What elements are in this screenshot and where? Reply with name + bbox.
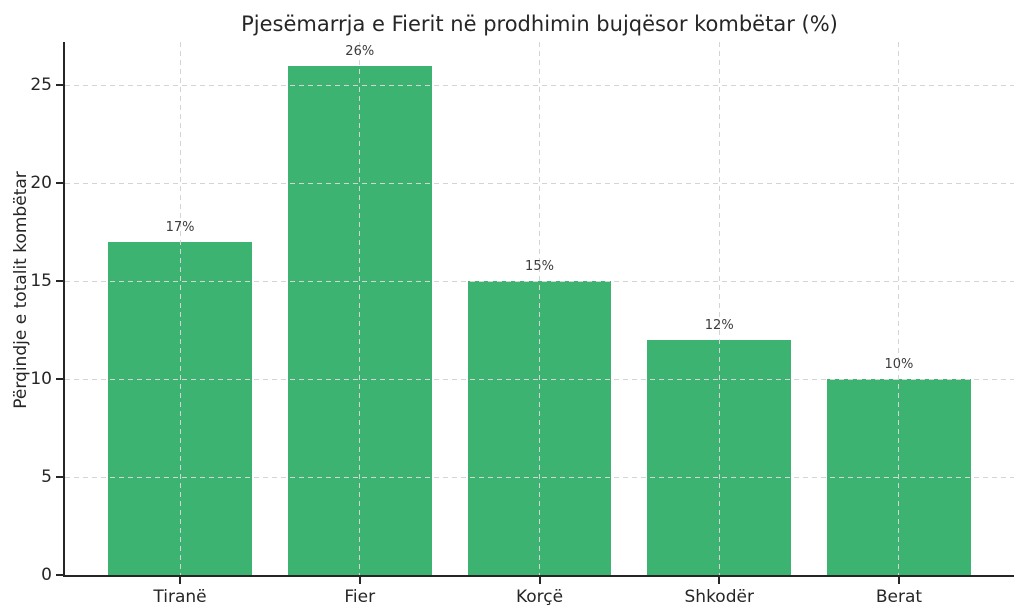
x-tick-label: Berat — [875, 587, 923, 607]
bar-value-label: 12% — [704, 317, 734, 333]
y-tick-mark — [56, 280, 63, 283]
horizontal-gridline — [65, 280, 1014, 282]
x-tick-label: Shkodër — [684, 587, 754, 607]
bar-value-label: 17% — [165, 219, 195, 235]
y-tick-mark — [56, 182, 63, 185]
x-tick-label: Tiranë — [153, 587, 207, 607]
y-tick-label: 0 — [41, 565, 52, 585]
bar-value-label: 26% — [345, 43, 375, 59]
vertical-gridline — [179, 42, 181, 575]
x-tick-mark — [358, 577, 361, 584]
x-tick-mark — [538, 577, 541, 584]
y-tick-label: 10 — [30, 369, 52, 390]
chart-title: Pjesëmarrja e Fierit në prodhimin bujqës… — [241, 12, 838, 36]
y-tick-label: 25 — [30, 75, 52, 96]
vertical-gridline — [718, 42, 720, 575]
plot-area: 17% Tiranë 26% Fier 15% Korçë 12% Shkodër 10% Ber… — [30, 42, 1014, 607]
x-tick-label: Fier — [344, 587, 376, 607]
horizontal-gridline — [65, 182, 1014, 184]
x-tick-mark — [179, 577, 182, 584]
horizontal-gridline — [65, 84, 1014, 86]
y-tick-mark — [56, 378, 63, 381]
vertical-gridline — [539, 42, 540, 575]
y-tick-label: 20 — [30, 173, 52, 194]
vertical-gridline — [359, 42, 361, 575]
y-axis-label: Përqindje e totalit kombëtar — [11, 171, 31, 409]
y-tick-mark — [56, 476, 63, 479]
x-tick-label: Korçë — [515, 587, 564, 607]
y-tick-label: 15 — [30, 271, 52, 292]
horizontal-gridline — [65, 476, 1014, 478]
horizontal-gridline — [65, 378, 1014, 380]
x-tick-mark — [718, 577, 721, 584]
bar-value-label: 10% — [884, 357, 914, 373]
bar-value-label: 15% — [525, 259, 554, 275]
y-tick-mark — [56, 84, 63, 87]
x-axis-spine — [63, 575, 1014, 577]
vertical-gridline — [898, 42, 900, 575]
y-tick-label: 5 — [41, 467, 52, 488]
y-tick-mark — [56, 574, 63, 576]
x-tick-mark — [897, 577, 900, 584]
y-axis-spine — [63, 42, 65, 577]
